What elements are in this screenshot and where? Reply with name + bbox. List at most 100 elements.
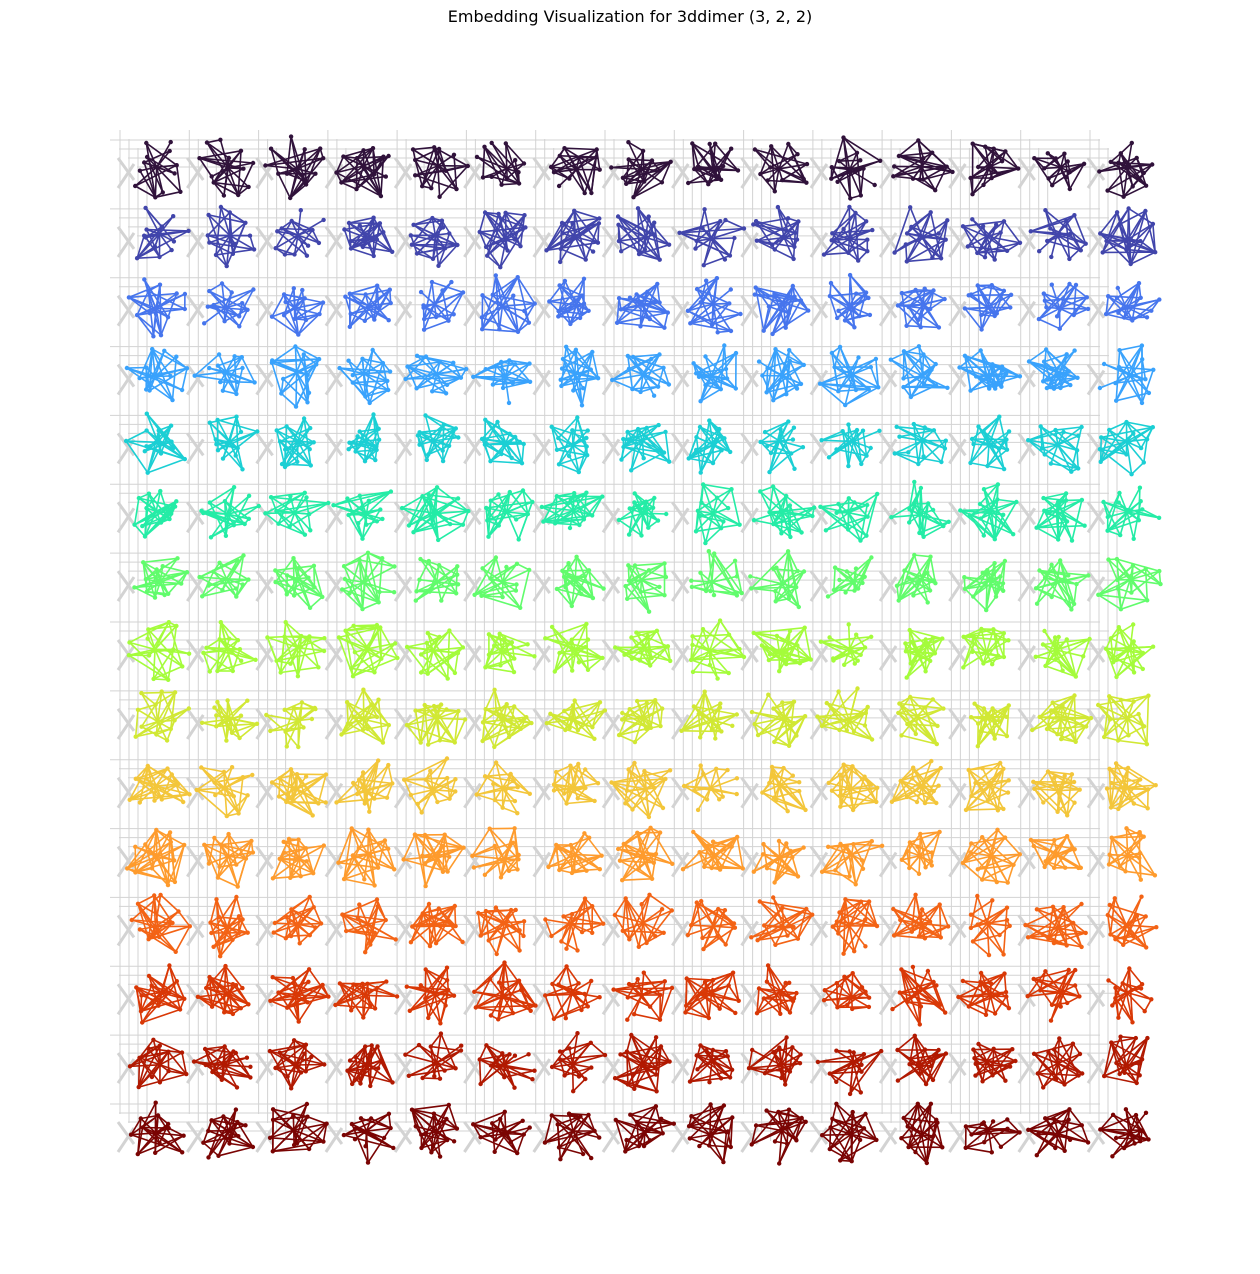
cell-edge	[501, 305, 519, 333]
coupler-edge	[255, 576, 274, 602]
graph-node	[549, 424, 554, 429]
unit-cell	[751, 484, 817, 540]
coupler-edge	[671, 1121, 690, 1145]
cell-edge	[836, 440, 854, 451]
cell-edge	[612, 373, 644, 381]
graph-node	[171, 239, 177, 244]
coupler-edge	[324, 438, 344, 465]
cell-edge	[1130, 369, 1154, 377]
graph-node	[1054, 508, 1059, 514]
cell-edge	[997, 498, 1017, 503]
cell-edge	[301, 290, 307, 320]
cell-edge	[128, 296, 157, 310]
graph-node	[729, 146, 734, 151]
cell-edge	[618, 224, 646, 239]
graph-node	[385, 378, 390, 384]
coupler-edge	[878, 369, 898, 396]
cell-edge	[498, 306, 504, 330]
cell-edge	[711, 303, 714, 325]
cell-edge	[848, 305, 861, 317]
graph-node	[274, 508, 279, 514]
unit-cell	[891, 138, 955, 193]
coupler-edge	[809, 989, 829, 1016]
graph-node	[1004, 437, 1009, 442]
graph-node	[630, 354, 636, 360]
graph-node	[1026, 359, 1032, 364]
graph-node	[246, 184, 251, 190]
cell-edge	[286, 578, 299, 595]
graph-node	[694, 238, 699, 244]
graph-node	[998, 230, 1003, 235]
graph-node	[373, 457, 378, 463]
cell-edge	[708, 551, 713, 583]
cell-edge	[774, 349, 783, 377]
coupler-edge	[393, 300, 413, 327]
cell-edge	[158, 233, 173, 251]
graph-node	[936, 325, 942, 330]
coupler-edge	[1017, 708, 1036, 732]
graph-node	[1048, 461, 1054, 466]
graph-node	[1067, 256, 1072, 262]
cell-edge	[435, 510, 469, 515]
cell-edge	[1152, 223, 1156, 253]
cell-edge	[343, 229, 352, 249]
cell-edge	[1040, 425, 1078, 451]
coupler-edge	[809, 432, 829, 457]
graph-node	[494, 363, 499, 368]
graph-node	[300, 287, 305, 293]
graph-node	[455, 242, 460, 248]
graph-node	[1043, 347, 1049, 352]
graph-node	[615, 214, 621, 219]
cell-edge	[225, 356, 243, 373]
cell-edge	[289, 148, 321, 199]
cell-edge	[413, 146, 435, 151]
graph-node	[144, 589, 150, 594]
cell-edge	[848, 293, 857, 307]
cell-edge	[297, 440, 314, 444]
graph-node	[569, 603, 574, 609]
cell-edge	[550, 148, 597, 168]
cell-edge	[725, 219, 745, 230]
graph-node	[560, 231, 565, 236]
cell-edge	[294, 289, 304, 309]
graph-node	[664, 511, 669, 517]
cell-edge	[754, 148, 808, 165]
cell-edge	[297, 313, 321, 336]
graph-node	[144, 140, 149, 146]
unit-cell	[818, 491, 880, 543]
cell-edge	[625, 579, 642, 587]
graph-node	[638, 389, 643, 395]
cell-edge	[1129, 375, 1143, 404]
coupler-edge	[463, 226, 482, 250]
graph-node	[590, 249, 596, 254]
cell-edge	[162, 565, 188, 573]
cell-edge	[222, 356, 243, 392]
cell-edge	[134, 166, 158, 187]
unit-cell	[126, 277, 188, 339]
cell-edge	[640, 303, 651, 320]
cell-edge	[699, 352, 737, 402]
cell-edge	[271, 496, 329, 504]
graph-node	[753, 219, 759, 224]
cell-edge	[551, 166, 577, 171]
graph-node	[784, 493, 789, 499]
graph-node	[430, 256, 436, 261]
cell-edge	[819, 506, 849, 531]
graph-node	[426, 452, 431, 457]
graph-node	[263, 163, 268, 168]
unit-cell	[1028, 208, 1088, 262]
graph-node	[495, 419, 500, 425]
graph-node	[640, 148, 646, 154]
cell-edge	[271, 294, 285, 318]
coupler-edge	[393, 851, 413, 878]
cell-edge	[641, 301, 660, 305]
graph-node	[374, 444, 379, 449]
graph-node	[1125, 237, 1130, 242]
cell-edge	[820, 382, 869, 391]
graph-node	[169, 247, 174, 253]
graph-node	[275, 229, 280, 234]
graph-node	[847, 272, 853, 278]
graph-node	[700, 225, 705, 231]
coupler-edge	[116, 914, 136, 939]
cell-edge	[209, 501, 229, 515]
